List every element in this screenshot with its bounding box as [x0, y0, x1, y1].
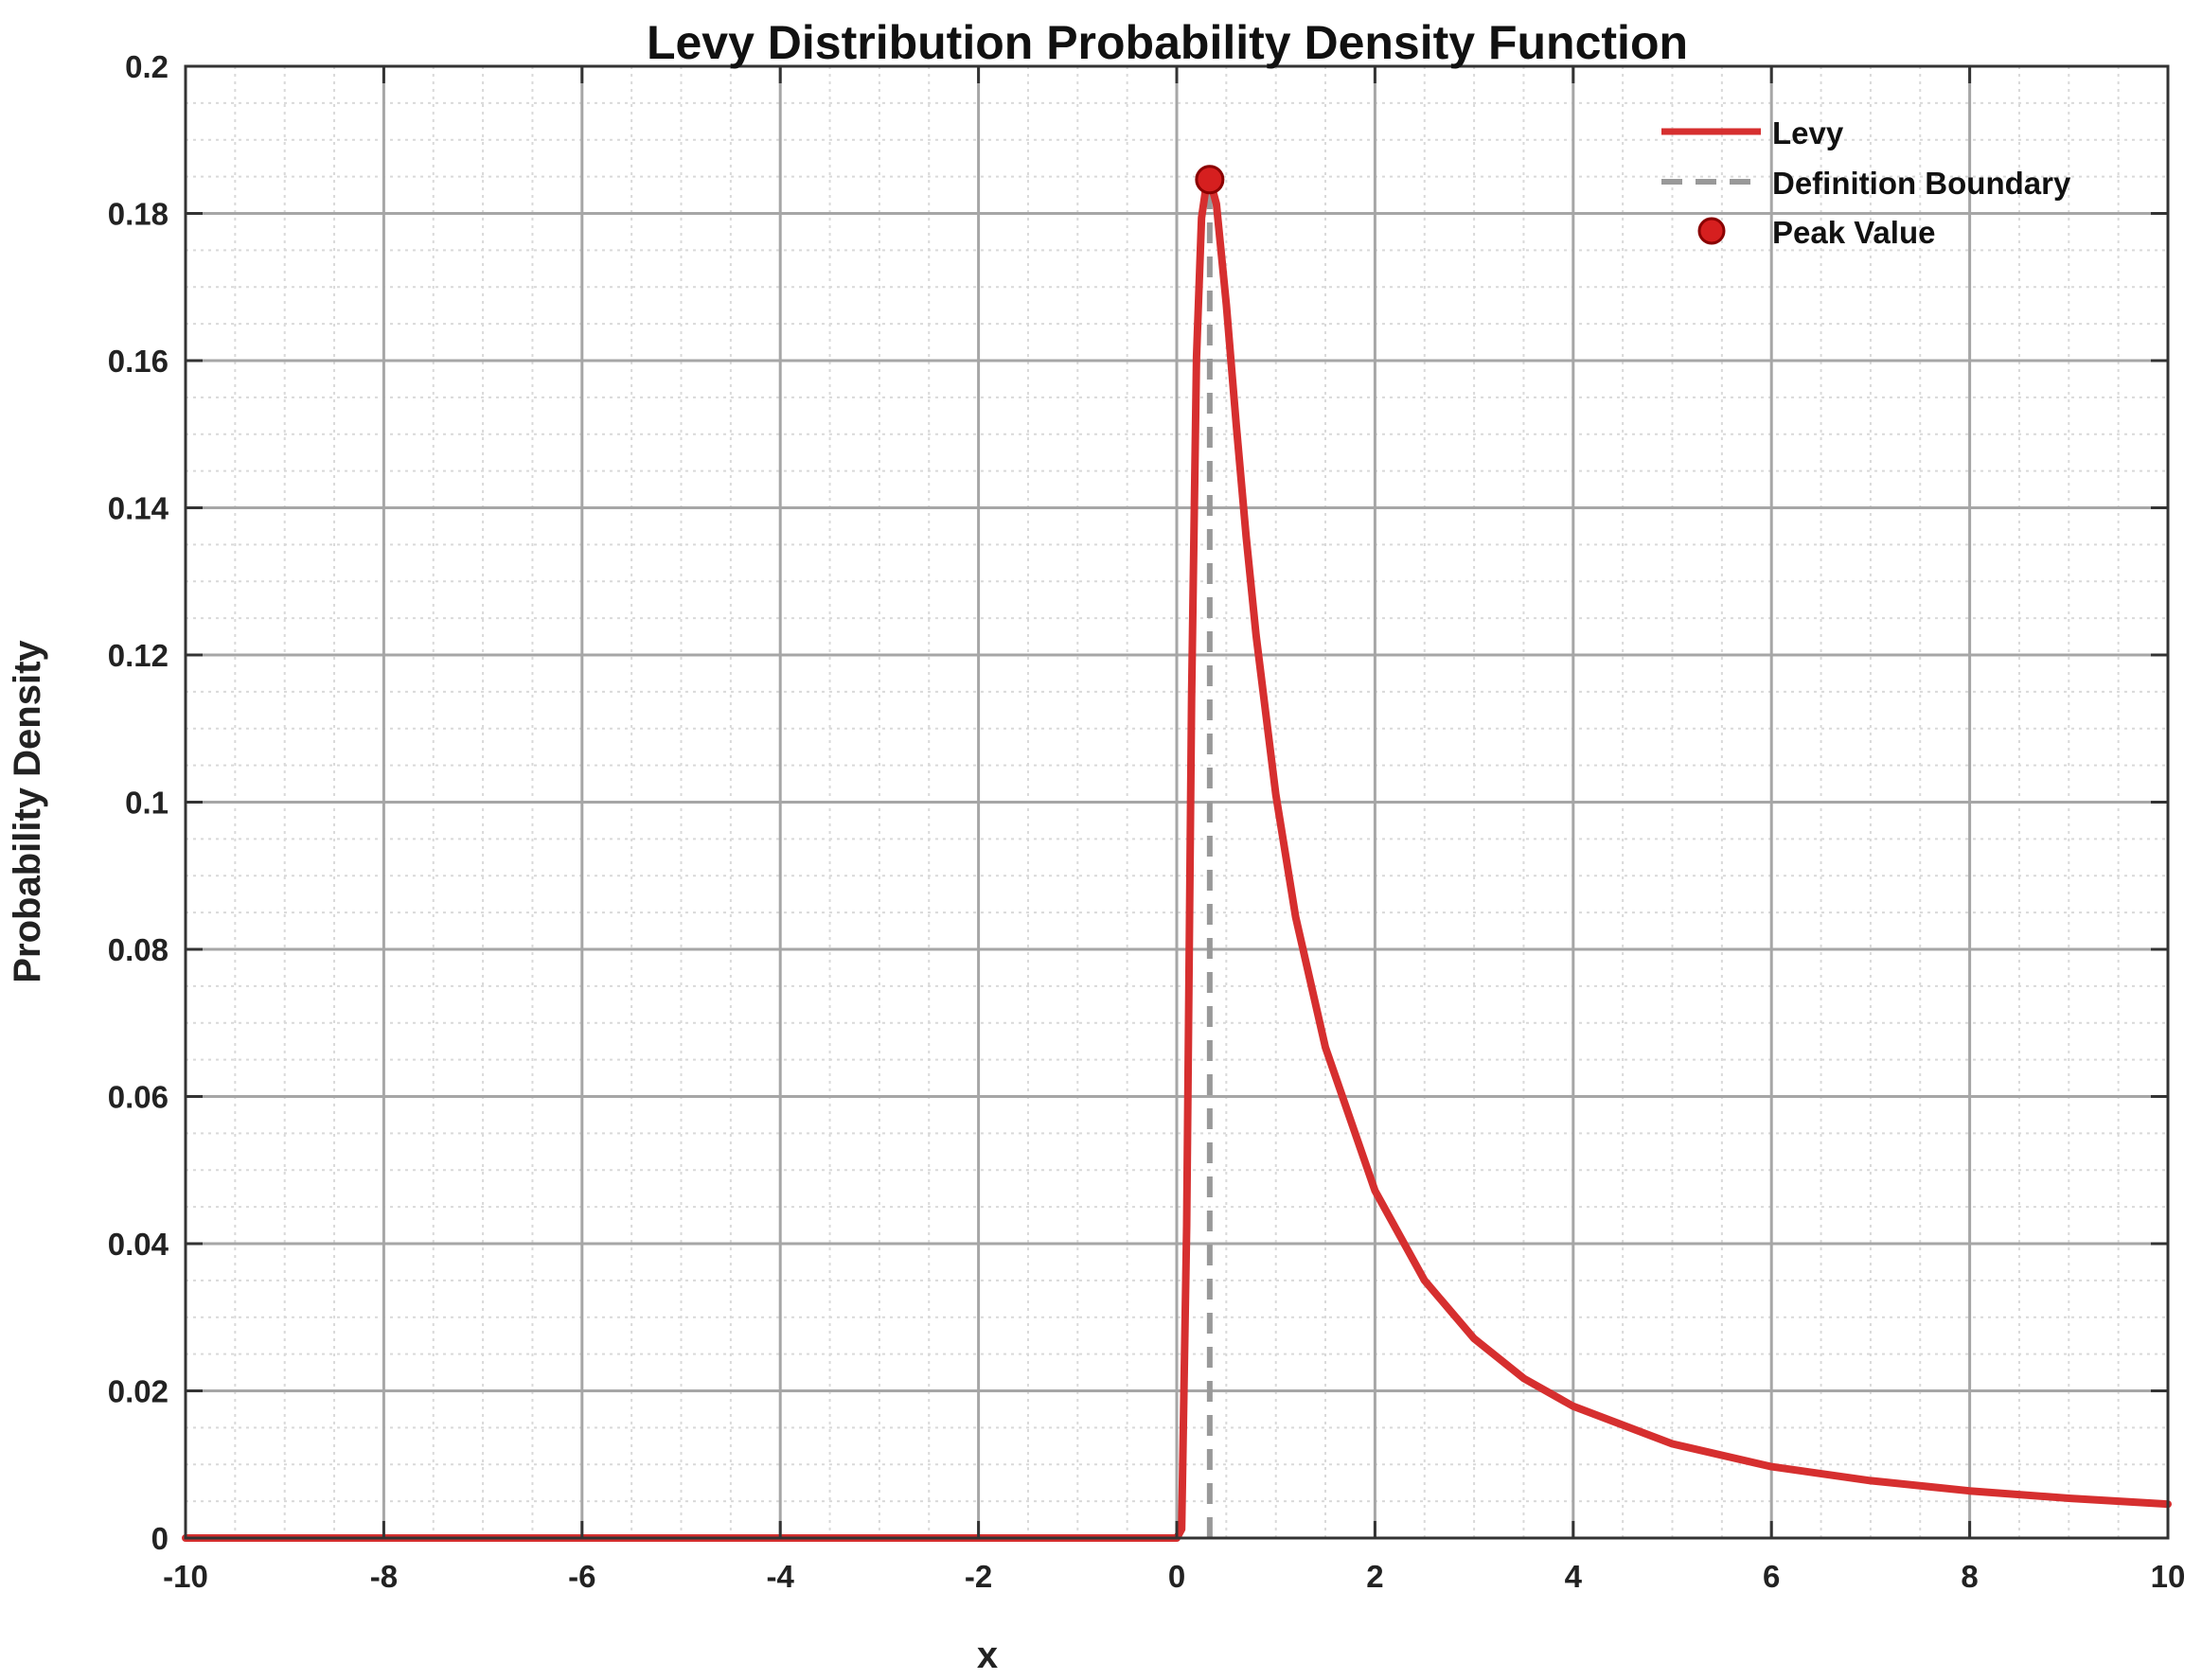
- x-tick-label: 8: [1961, 1559, 1978, 1594]
- x-tick-label: 10: [2151, 1559, 2186, 1594]
- x-tick-label: -10: [163, 1559, 208, 1594]
- y-tick-label: 0.18: [108, 197, 169, 232]
- y-tick-label: 0.06: [108, 1080, 169, 1115]
- plot-area: [182, 165, 2172, 1542]
- y-axis-label: Probability Density: [7, 640, 48, 983]
- x-tick-label: 6: [1763, 1559, 1780, 1594]
- x-tick-label: 2: [1366, 1559, 1383, 1594]
- y-tick-label: 0.16: [108, 344, 169, 379]
- x-tick-label: -2: [965, 1559, 992, 1594]
- legend: Levy Definition Boundary Peak Value: [1661, 115, 2071, 250]
- y-tick-label: 0.02: [108, 1374, 169, 1409]
- x-tick-label: 4: [1565, 1559, 1583, 1594]
- legend-label-levy: Levy: [1772, 115, 1844, 150]
- tick-labels: -10 -8 -6 -4 -2 0 2 4 6 8 10 0 0.02 0.04 0.06 0.08 0.1 0.…: [108, 49, 2186, 1594]
- x-tick-label: -8: [370, 1559, 398, 1594]
- legend-swatch-peak-value: [1697, 217, 1726, 245]
- series-levy-line: [182, 175, 2172, 1542]
- legend-label-peak-value: Peak Value: [1772, 215, 1935, 250]
- x-tick-label: 0: [1168, 1559, 1185, 1594]
- y-tick-label: 0.2: [125, 49, 169, 84]
- x-axis-label: x: [977, 1635, 998, 1676]
- y-tick-label: 0.08: [108, 932, 169, 967]
- chart-title: Levy Distribution Probability Density Fu…: [647, 16, 1688, 69]
- x-tick-label: -6: [568, 1559, 595, 1594]
- x-tick-label: -4: [767, 1559, 795, 1594]
- legend-label-definition-boundary: Definition Boundary: [1772, 166, 2071, 201]
- peak-value-marker: [1195, 165, 1225, 195]
- y-tick-label: 0.1: [125, 786, 169, 821]
- axis-ticks: [184, 64, 2170, 1540]
- y-tick-label: 0.12: [108, 638, 169, 673]
- y-tick-label: 0: [151, 1521, 169, 1556]
- y-tick-label: 0.04: [108, 1227, 169, 1262]
- y-tick-label: 0.14: [108, 491, 169, 526]
